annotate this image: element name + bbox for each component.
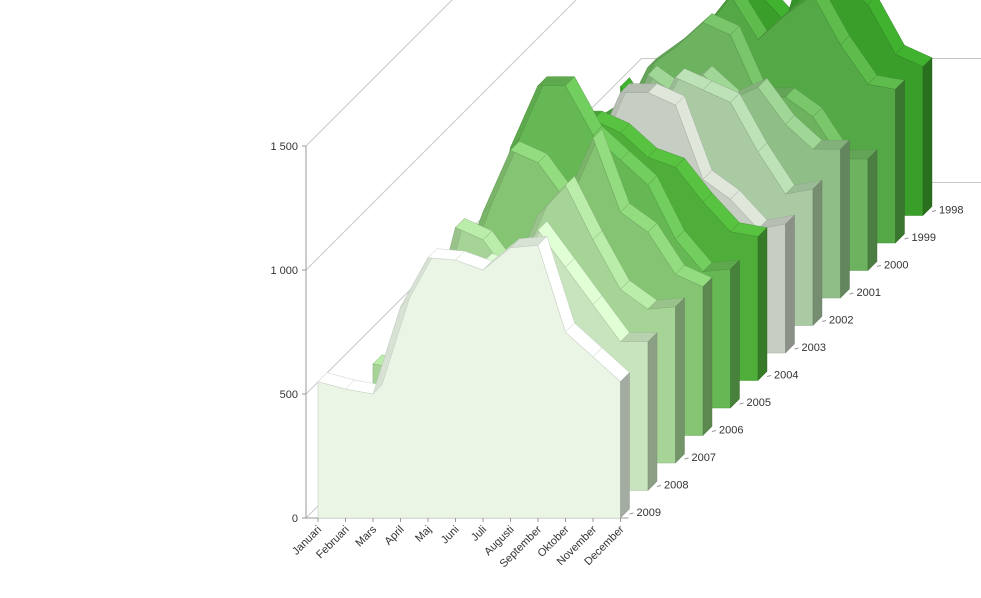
area-endcap-2009: [620, 372, 630, 519]
series-label: 2000: [884, 260, 908, 272]
series-label: 1998: [939, 205, 963, 217]
x-tick-label: Mars: [353, 523, 379, 549]
ribbon-segment: [862, 0, 873, 5]
series-label: 2003: [802, 342, 826, 354]
depth-tick: [904, 237, 909, 240]
y-tick-label: 1 500: [270, 141, 298, 153]
depth-tick: [684, 457, 689, 460]
area-endcap-2007: [675, 297, 685, 464]
depth-tick: [739, 402, 744, 405]
series-2009: [317, 235, 630, 519]
depth-tick: [711, 430, 717, 432]
area-endcap-2002: [812, 179, 823, 326]
depth-tick: [876, 265, 882, 267]
area-endcap-2001: [840, 139, 850, 299]
series-label: 2005: [747, 397, 771, 409]
depth-tick: [821, 320, 827, 322]
area-endcap-2000: [867, 149, 878, 271]
area-endcap-2004: [757, 227, 768, 381]
y-tick-label: 1 000: [270, 265, 298, 277]
area-endcap-2005: [730, 259, 740, 409]
depth-tick: [656, 485, 662, 487]
depth-tick: [794, 347, 799, 350]
area-endcap-2003: [785, 214, 795, 354]
depth-tick: [849, 292, 854, 295]
series-label: 2008: [664, 480, 688, 492]
depth-tick: [766, 375, 772, 377]
series-label: 2001: [857, 287, 881, 299]
series-label: 2006: [719, 425, 743, 437]
y-tick-label: 0: [292, 513, 298, 525]
depth-tick: [931, 210, 937, 212]
area-endcap-1998: [922, 57, 933, 216]
ribbon-segment: [785, 0, 807, 15]
area-endcap-2008: [647, 332, 658, 491]
depth-tick: [629, 512, 634, 515]
area-endcap-1999: [895, 79, 905, 244]
gridline-depth: [305, 0, 453, 147]
series-label: 2007: [692, 452, 716, 464]
series-label: 2009: [637, 507, 661, 519]
x-tick-label: Maj: [413, 524, 434, 545]
gridline-depth: [305, 0, 577, 271]
x-tick-label: Juli: [469, 524, 489, 544]
x-tick-label: Juni: [439, 524, 462, 547]
series-label: 2004: [774, 370, 798, 382]
series-label: 1999: [912, 232, 936, 244]
x-tick-label: April: [383, 524, 407, 548]
series-label: 2002: [829, 315, 853, 327]
area-endcap-2006: [702, 277, 713, 436]
y-tick-label: 500: [280, 389, 298, 401]
